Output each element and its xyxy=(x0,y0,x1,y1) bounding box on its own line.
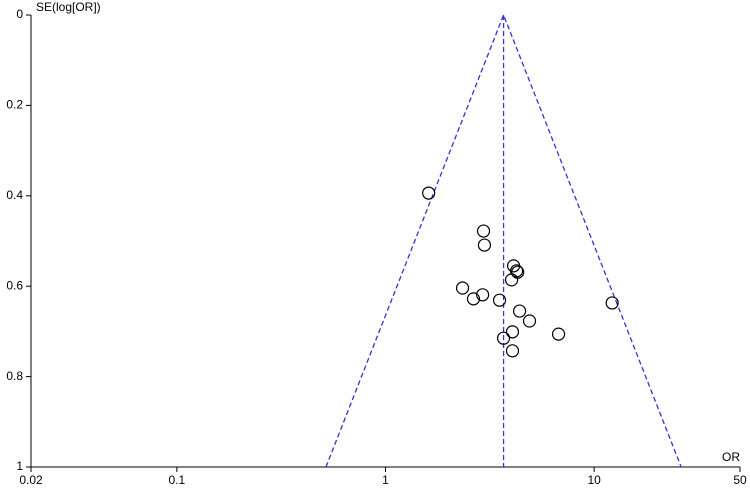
y-tick-label: 1 xyxy=(16,459,23,473)
study-point xyxy=(466,292,481,306)
study-point xyxy=(476,224,491,238)
study-point xyxy=(505,344,520,358)
study-point xyxy=(551,327,566,341)
x-tick-label: 1 xyxy=(382,473,389,487)
x-axis-label: OR xyxy=(722,450,740,464)
y-tick-label: 0.2 xyxy=(6,98,23,112)
study-point xyxy=(455,281,470,295)
x-tick-label: 0.1 xyxy=(169,473,186,487)
study-point xyxy=(477,238,492,252)
study-point xyxy=(505,325,520,339)
study-point xyxy=(422,186,436,200)
x-tick-label: 50 xyxy=(733,473,747,487)
study-point xyxy=(492,293,507,307)
y-tick-label: 0.8 xyxy=(6,369,23,383)
y-tick-label: 0.4 xyxy=(6,188,23,202)
study-point xyxy=(504,273,519,287)
study-point xyxy=(512,304,527,318)
study-point xyxy=(476,288,490,302)
funnel-limits xyxy=(325,13,682,468)
study-point xyxy=(522,314,537,328)
x-tick-label: 0.02 xyxy=(19,473,43,487)
study-point xyxy=(496,331,511,345)
x-tick-label: 10 xyxy=(587,473,601,487)
y-tick-label: 0 xyxy=(16,7,23,21)
y-tick-label: 0.6 xyxy=(6,278,23,292)
y-axis-label: SE(log[OR]) xyxy=(36,0,101,14)
study-point xyxy=(605,296,619,310)
